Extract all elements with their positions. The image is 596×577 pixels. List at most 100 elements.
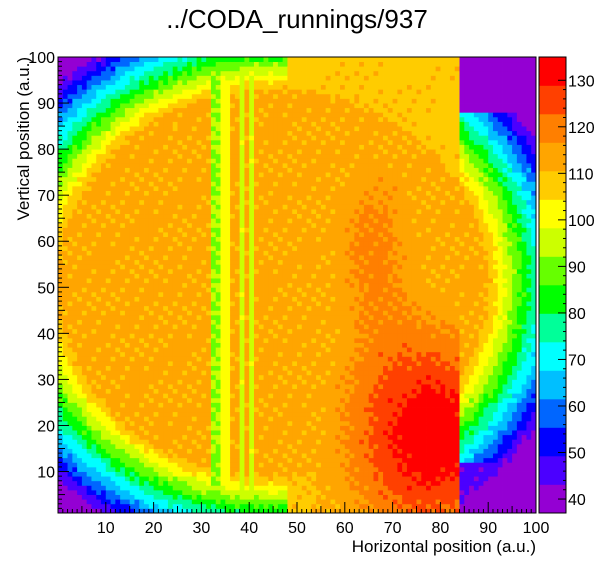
heatmap-cell <box>153 103 159 109</box>
heatmap-cell <box>182 310 188 316</box>
heatmap-cell <box>144 402 150 408</box>
heatmap-cell <box>101 149 107 155</box>
heatmap-cell <box>244 199 250 205</box>
heatmap-cell <box>163 121 169 127</box>
heatmap-cell <box>187 116 193 122</box>
heatmap-cell <box>115 282 121 288</box>
heatmap-cell <box>225 66 231 72</box>
heatmap-cell <box>91 310 97 316</box>
heatmap-cell <box>105 397 111 403</box>
heatmap-cell <box>144 75 150 81</box>
heatmap-cell <box>62 301 68 307</box>
heatmap-cell <box>58 351 64 357</box>
heatmap-cell <box>258 149 264 155</box>
heatmap-cell <box>115 388 121 394</box>
heatmap-cell <box>196 453 202 459</box>
heatmap-cell <box>230 213 236 219</box>
heatmap-cell <box>124 310 131 316</box>
heatmap-cell <box>201 379 207 385</box>
heatmap-cell <box>210 443 217 449</box>
heatmap-cell <box>134 89 140 95</box>
heatmap-cell <box>81 411 88 417</box>
heatmap-cell <box>91 255 97 261</box>
heatmap-cell <box>134 98 140 104</box>
heatmap-cell <box>58 356 64 362</box>
heatmap-cell <box>129 443 135 449</box>
heatmap-cell <box>134 61 140 67</box>
heatmap-cell <box>225 370 231 376</box>
heatmap-cell <box>196 75 202 81</box>
heatmap-cell <box>120 139 126 145</box>
heatmap-cell <box>167 407 174 413</box>
heatmap-cell <box>234 508 241 514</box>
heatmap-cell <box>124 199 131 205</box>
heatmap-cell <box>153 480 159 486</box>
heatmap-cell <box>258 75 264 81</box>
heatmap-cell <box>215 149 221 155</box>
heatmap-cell <box>196 273 202 279</box>
heatmap-cell <box>124 374 131 380</box>
heatmap-cell <box>206 126 212 132</box>
heatmap-cell <box>268 278 274 284</box>
heatmap-cell <box>258 471 264 477</box>
heatmap-cell <box>268 407 274 413</box>
heatmap-cell <box>230 384 236 390</box>
heatmap-cell <box>234 402 241 408</box>
heatmap-cell <box>292 236 298 242</box>
heatmap-cell <box>258 333 264 339</box>
heatmap-cell <box>144 162 150 168</box>
heatmap-cell <box>273 75 279 81</box>
heatmap-cell <box>244 494 250 500</box>
heatmap-cell <box>101 185 107 191</box>
heatmap-cell <box>67 351 73 357</box>
heatmap-cell <box>62 402 68 408</box>
heatmap-cell <box>201 149 207 155</box>
heatmap-cell <box>124 448 131 454</box>
heatmap-cell <box>158 374 164 380</box>
heatmap-cell <box>62 139 68 145</box>
heatmap-cell <box>96 144 102 150</box>
heatmap-cell <box>144 126 150 132</box>
heatmap-cell <box>172 471 178 477</box>
heatmap-cell <box>158 199 164 205</box>
heatmap-cell <box>58 245 64 251</box>
heatmap-cell <box>77 466 83 472</box>
heatmap-cell <box>67 365 73 371</box>
heatmap-cell <box>167 135 174 141</box>
heatmap-cell <box>297 342 303 348</box>
heatmap-cell <box>225 310 231 316</box>
heatmap-cell <box>163 301 169 307</box>
heatmap-cell <box>105 84 111 90</box>
heatmap-cell <box>96 499 102 505</box>
heatmap-cell <box>244 195 250 201</box>
heatmap-cell <box>77 241 83 247</box>
heatmap-cell <box>158 236 164 242</box>
heatmap-cell <box>153 126 159 132</box>
heatmap-cell <box>234 181 241 187</box>
heatmap-cell <box>268 402 274 408</box>
heatmap-cell <box>77 370 83 376</box>
heatmap-cell <box>244 144 250 150</box>
heatmap-cell <box>206 222 212 228</box>
heatmap-cell <box>129 227 135 233</box>
heatmap-cell <box>225 103 231 109</box>
heatmap-cell <box>96 361 102 367</box>
heatmap-cell <box>67 485 73 491</box>
heatmap-cell <box>96 264 102 270</box>
heatmap-cell <box>253 167 260 173</box>
heatmap-cell <box>153 144 159 150</box>
heatmap-cell <box>210 420 217 426</box>
heatmap-cell <box>191 508 198 514</box>
heatmap-cell <box>124 126 131 132</box>
heatmap-cell <box>292 365 298 371</box>
heatmap-cell <box>210 222 217 228</box>
heatmap-cell <box>277 176 284 182</box>
heatmap-cell <box>148 70 154 76</box>
heatmap-cell <box>96 61 102 67</box>
heatmap-cell <box>249 365 255 371</box>
heatmap-cell <box>96 443 102 449</box>
heatmap-cell <box>134 384 140 390</box>
heatmap-cell <box>273 287 279 293</box>
heatmap-cell <box>230 416 236 422</box>
heatmap-cell <box>292 66 298 72</box>
